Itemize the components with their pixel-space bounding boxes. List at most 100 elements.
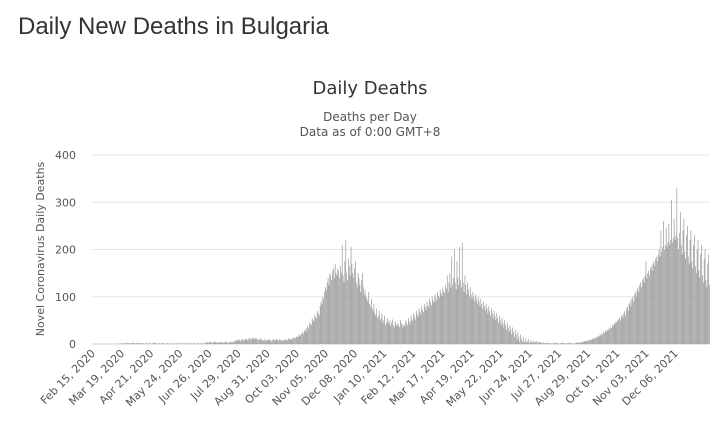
bar xyxy=(230,341,232,344)
bar xyxy=(670,240,671,344)
bar xyxy=(129,343,131,344)
bar xyxy=(591,339,593,344)
bar xyxy=(419,311,421,344)
bar xyxy=(228,342,230,344)
y-axis-ticks: 0 100 200 300 400 xyxy=(55,149,76,351)
bar xyxy=(321,303,323,344)
bar xyxy=(404,326,406,344)
bar xyxy=(382,322,384,344)
bar xyxy=(680,244,682,344)
bar xyxy=(702,275,703,344)
bar xyxy=(509,325,511,344)
bar xyxy=(617,320,619,345)
bar xyxy=(265,341,266,344)
bar xyxy=(532,342,534,344)
bar xyxy=(494,315,496,344)
bar xyxy=(584,341,586,344)
bar xyxy=(622,318,624,344)
bar xyxy=(401,323,402,344)
bar xyxy=(243,340,245,344)
bar xyxy=(190,343,191,344)
bar xyxy=(224,342,226,344)
bar xyxy=(698,270,700,344)
bar xyxy=(569,343,571,344)
bar xyxy=(479,306,481,344)
bar xyxy=(303,330,305,344)
bar xyxy=(647,273,649,345)
bar xyxy=(634,294,635,344)
bar xyxy=(514,336,515,344)
bar xyxy=(499,320,501,345)
bar xyxy=(318,315,320,344)
bar xyxy=(638,292,640,344)
bar xyxy=(249,337,250,344)
bar xyxy=(695,273,697,345)
bar xyxy=(400,320,401,345)
bar xyxy=(657,254,659,344)
bar xyxy=(502,322,504,344)
bar xyxy=(434,294,436,344)
bar xyxy=(485,303,487,344)
bar xyxy=(470,294,472,344)
bar xyxy=(310,324,311,344)
bar xyxy=(388,324,390,344)
bar xyxy=(634,292,636,344)
bar xyxy=(600,335,602,344)
bar xyxy=(468,296,470,344)
bar xyxy=(240,341,242,344)
bar xyxy=(416,310,417,344)
bar xyxy=(619,320,621,345)
bar xyxy=(467,282,468,344)
bar xyxy=(664,244,666,344)
bar xyxy=(644,275,646,344)
bar xyxy=(344,261,346,344)
bar xyxy=(219,342,220,344)
bar xyxy=(200,343,202,344)
bar xyxy=(304,329,306,344)
bar xyxy=(308,328,310,344)
bar xyxy=(329,273,331,345)
bar xyxy=(679,211,681,344)
bar xyxy=(125,343,127,344)
bar xyxy=(318,313,319,344)
bar xyxy=(620,316,622,344)
bar xyxy=(225,341,227,344)
bar xyxy=(311,318,313,344)
bar xyxy=(437,292,438,344)
chart-subtitle-line-1: Deaths per Day xyxy=(323,110,417,124)
bar xyxy=(153,342,155,344)
bar xyxy=(623,313,625,344)
bar xyxy=(604,333,605,344)
bar xyxy=(633,301,634,344)
bar xyxy=(540,343,542,344)
bar xyxy=(580,342,581,344)
bar xyxy=(349,275,351,344)
bar xyxy=(396,326,398,344)
bar xyxy=(503,327,505,344)
bar xyxy=(342,275,344,344)
bar xyxy=(594,337,596,344)
bar xyxy=(640,282,641,344)
bar xyxy=(690,230,692,344)
bar xyxy=(229,342,231,344)
bar xyxy=(221,342,223,344)
bar xyxy=(575,342,577,344)
bar xyxy=(289,338,291,344)
bar xyxy=(345,240,347,344)
bar xyxy=(548,343,550,344)
bar xyxy=(338,270,340,344)
bar xyxy=(496,313,498,344)
bar xyxy=(351,263,353,344)
bar xyxy=(461,242,463,344)
bar xyxy=(348,266,350,344)
bar xyxy=(552,343,554,344)
bar xyxy=(326,282,328,344)
bar xyxy=(585,340,587,344)
bar xyxy=(447,292,449,344)
bar xyxy=(193,343,195,344)
bar xyxy=(370,299,372,344)
bar xyxy=(250,339,251,344)
bar xyxy=(207,342,209,344)
y-tick-label: 300 xyxy=(55,196,76,209)
bar xyxy=(271,341,272,344)
